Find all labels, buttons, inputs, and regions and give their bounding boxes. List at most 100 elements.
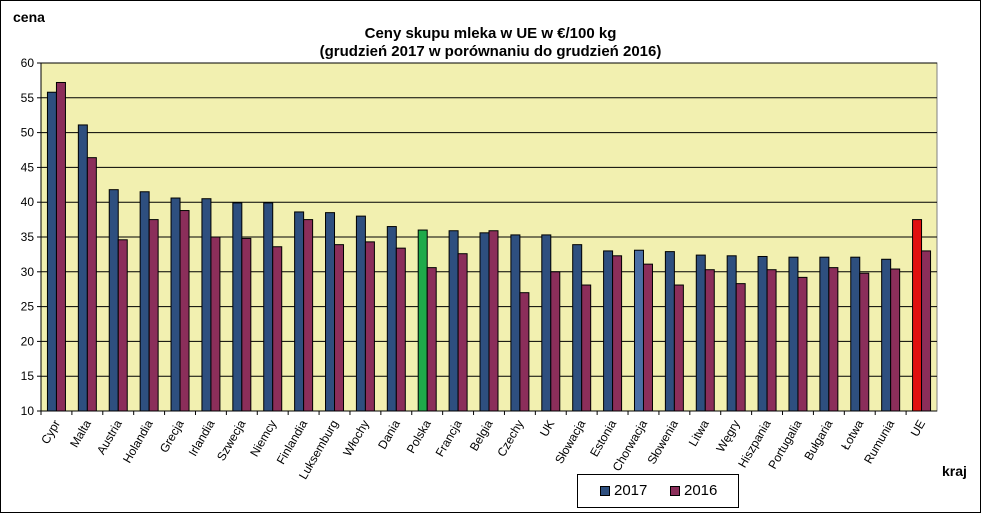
y-tick-label: 20 <box>21 334 35 348</box>
y-tick-label: 60 <box>21 56 35 70</box>
bar-2017-Estonia <box>603 250 614 412</box>
x-tick-label: Węgry <box>713 418 742 455</box>
bar-2016-Łotwa <box>859 272 870 412</box>
x-tick-label: Estonia <box>587 417 619 459</box>
x-tick-label: Bułgaria <box>801 417 835 462</box>
x-tick-label: Polska <box>404 417 434 455</box>
bar-2016-Holandia <box>148 219 159 412</box>
x-tick-label: Włochy <box>340 418 372 459</box>
bar-2016-Dania <box>395 247 406 412</box>
bar-2016-Irlandia <box>210 236 221 412</box>
x-tick-label: Czechy <box>494 418 526 460</box>
x-tick-label: Szwecja <box>214 417 249 463</box>
x-tick-label: Rumunia <box>861 417 897 466</box>
bar-2016-Finlandia <box>303 219 314 412</box>
bar-2017-Włochy <box>355 215 366 412</box>
bar-2016-Chorwacja <box>642 263 653 412</box>
bar-2016-Grecja <box>179 210 190 412</box>
x-tick-label: Austria <box>94 417 125 457</box>
bar-2016-Szwecja <box>241 237 252 412</box>
bar-2017-Czechy <box>510 234 521 412</box>
bar-2016-Słowenia <box>673 284 684 412</box>
chart-subtitle: (grudzień 2017 w porównaniu do grudzień … <box>319 43 662 60</box>
bar-2017-Malta <box>77 124 88 412</box>
bar-2017-Chorwacja <box>633 249 644 412</box>
bar-2017-Bułgaria <box>819 256 830 412</box>
bar-2017-Grecja <box>170 197 181 412</box>
bar-2016-Niemcy <box>272 246 283 412</box>
x-tick-label: Belgia <box>467 417 496 453</box>
bar-2017-Węgry <box>726 255 737 412</box>
bar-2017-Austria <box>108 189 119 412</box>
bar-2017-Irlandia <box>201 198 212 412</box>
y-axis-label: cena <box>13 9 45 25</box>
y-tick-label: 40 <box>21 195 35 209</box>
bar-2017-Cypr <box>46 91 57 412</box>
x-tick-label: Dania <box>375 417 403 451</box>
bar-2016-UE <box>921 250 932 412</box>
bar-2017-Niemcy <box>263 202 274 412</box>
y-tick-label: 15 <box>21 369 35 383</box>
y-tick-label: 25 <box>21 300 35 314</box>
bar-2017-Rumunia <box>881 258 892 412</box>
bar-2017-Luksemburg <box>325 212 336 412</box>
bar-2017-Finlandia <box>294 211 305 412</box>
bar-2017-Portugalia <box>788 256 799 412</box>
x-tick-label: Irlandia <box>186 417 218 458</box>
y-tick-label: 30 <box>21 265 35 279</box>
bar-2016-Estonia <box>612 255 623 412</box>
bar-2016-Malta <box>86 157 97 412</box>
bar-2017-Słowacja <box>572 244 583 412</box>
bar-2016-Słowacja <box>581 284 592 412</box>
bar-2016-Francja <box>457 253 468 412</box>
bar-2017-UE <box>912 219 923 412</box>
y-tick-label: 55 <box>21 91 35 105</box>
bar-2016-Austria <box>117 239 128 412</box>
bar-2017-UK <box>541 234 552 412</box>
legend-swatch-2016 <box>670 485 680 496</box>
x-tick-label: UE <box>908 418 928 439</box>
y-tick-label: 50 <box>21 126 35 140</box>
bar-2017-Łotwa <box>850 256 861 412</box>
chart-title: Ceny skupu mleka w UE w €/100 kg <box>364 25 617 42</box>
bar-2016-UK <box>550 271 561 412</box>
bar-2016-Polska <box>426 267 437 412</box>
legend-swatch-2017 <box>600 485 610 496</box>
bar-2017-Hiszpania <box>757 255 768 412</box>
x-tick-label: Łotwa <box>838 417 866 452</box>
y-tick-label: 45 <box>21 160 35 174</box>
bar-2016-Węgry <box>735 283 746 412</box>
legend-label-2016: 2016 <box>684 482 718 499</box>
x-tick-label: Litwa <box>686 417 712 449</box>
bar-2016-Belgia <box>488 230 499 412</box>
x-tick-label: Holandia <box>120 417 156 465</box>
legend-label-2017: 2017 <box>614 482 648 499</box>
y-tick-label: 10 <box>21 404 35 418</box>
bar-2017-Szwecja <box>232 202 243 412</box>
bar-2016-Litwa <box>704 269 715 412</box>
bar-2016-Czechy <box>519 292 530 412</box>
bar-2017-Francja <box>448 230 459 412</box>
x-tick-label: Grecja <box>157 417 187 455</box>
x-tick-label: Cypr <box>38 418 63 447</box>
y-tick-label: 35 <box>21 230 35 244</box>
bar-2017-Dania <box>386 226 397 412</box>
bar-2016-Bułgaria <box>828 267 839 412</box>
x-axis-label: kraj <box>942 463 967 479</box>
bar-2016-Rumunia <box>890 268 901 412</box>
legend-item-2017: 2017 <box>600 482 647 499</box>
x-tick-label: Niemcy <box>247 418 279 460</box>
bar-2016-Portugalia <box>797 276 808 412</box>
bar-2016-Cypr <box>55 81 66 412</box>
bar-2017-Belgia <box>479 232 490 412</box>
bar-2016-Hiszpania <box>766 269 777 412</box>
legend-item-2016: 2016 <box>670 482 717 499</box>
bar-2017-Holandia <box>139 191 150 412</box>
bar-2017-Litwa <box>695 254 706 412</box>
bar-2016-Włochy <box>364 241 375 412</box>
legend: 2017 2016 <box>577 474 739 508</box>
bar-2017-Słowenia <box>664 251 675 412</box>
x-tick-label: Słowacja <box>552 417 588 466</box>
x-tick-label: Malta <box>67 417 94 450</box>
